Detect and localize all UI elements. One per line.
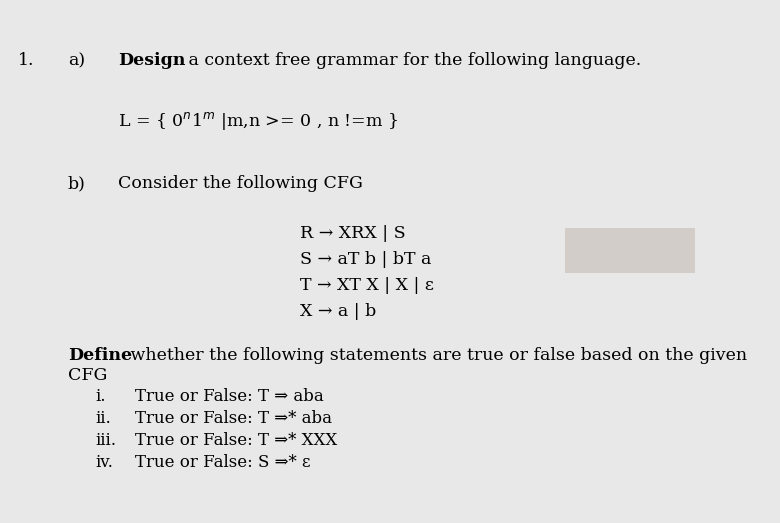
Text: X → a | b: X → a | b [300, 303, 376, 320]
Text: True or False: T ⇒* XXX: True or False: T ⇒* XXX [135, 432, 337, 449]
Text: Define: Define [68, 347, 132, 364]
Text: L = { 0$^n$1$^m$ |m,n >= 0 , n !=m }: L = { 0$^n$1$^m$ |m,n >= 0 , n !=m } [118, 110, 399, 132]
Text: whether the following statements are true or false based on the given: whether the following statements are tru… [125, 347, 747, 364]
Text: S → aT b | bT a: S → aT b | bT a [300, 251, 431, 268]
Text: Design: Design [118, 52, 186, 69]
Text: True or False: S ⇒* ε: True or False: S ⇒* ε [135, 454, 310, 471]
Text: Consider the following CFG: Consider the following CFG [118, 175, 363, 192]
Text: i.: i. [95, 388, 105, 405]
Text: a): a) [68, 52, 85, 69]
Text: 1.: 1. [18, 52, 34, 69]
Text: T → XT X | X | ε: T → XT X | X | ε [300, 277, 434, 294]
Bar [565, 228, 695, 273]
Text: iv.: iv. [95, 454, 113, 471]
Text: R → XRX | S: R → XRX | S [300, 225, 406, 242]
Text: b): b) [68, 175, 86, 192]
Text: iii.: iii. [95, 432, 116, 449]
Text: CFG: CFG [68, 367, 108, 384]
Text: True or False: T ⇒ aba: True or False: T ⇒ aba [135, 388, 324, 405]
Text: a context free grammar for the following language.: a context free grammar for the following… [183, 52, 641, 69]
Text: True or False: T ⇒* aba: True or False: T ⇒* aba [135, 410, 332, 427]
Text: ii.: ii. [95, 410, 111, 427]
